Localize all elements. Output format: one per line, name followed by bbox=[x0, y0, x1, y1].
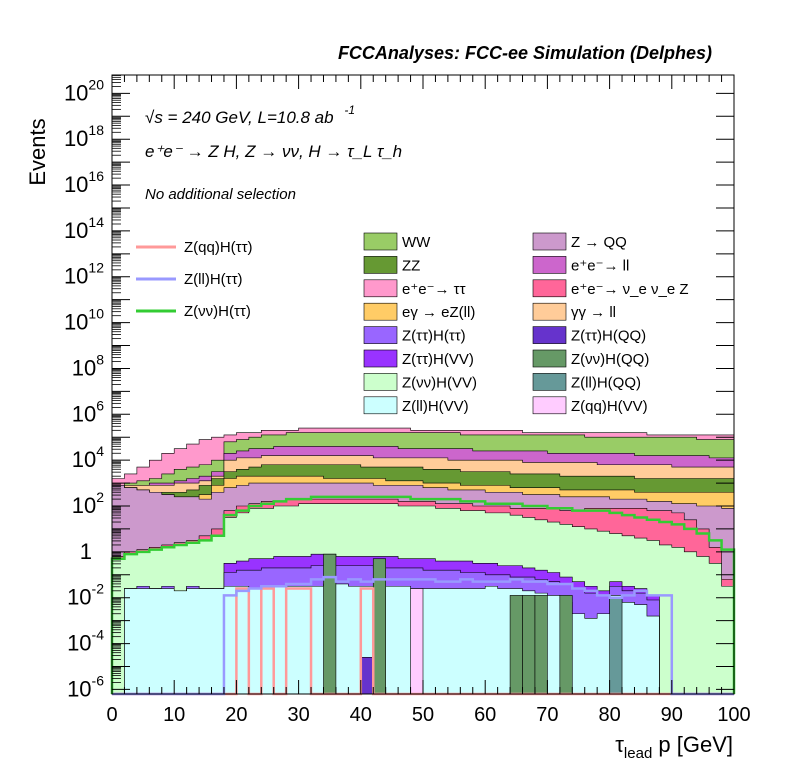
y-tick-label: 10-6 bbox=[67, 672, 104, 701]
legend-swatch bbox=[532, 232, 567, 251]
signal-bar-0 bbox=[323, 553, 337, 695]
signal-bar-2 bbox=[410, 588, 424, 695]
legend-label: Z(ττ)H(ττ) bbox=[402, 328, 466, 345]
signal-bar-4 bbox=[522, 595, 536, 695]
legend-swatch bbox=[363, 349, 398, 368]
legend-label: e⁺e⁻→ ll bbox=[571, 257, 629, 274]
legend-label: γγ → ll bbox=[571, 304, 616, 321]
y-tick-label: 104 bbox=[72, 443, 104, 472]
legend-swatch bbox=[363, 326, 398, 344]
legend-label: Z(νν)H(VV) bbox=[402, 374, 477, 391]
signal-bar-6 bbox=[559, 595, 573, 695]
legend-label: Z(νν)H(QQ) bbox=[571, 351, 649, 368]
energy-exponent: -1 bbox=[344, 103, 355, 117]
x-axis-label: τlead p [GeV] bbox=[615, 732, 733, 762]
x-tick-label: 20 bbox=[225, 704, 247, 726]
y-tick-label: 102 bbox=[72, 489, 104, 518]
legend-swatch bbox=[532, 256, 567, 274]
legend-swatch bbox=[363, 279, 398, 298]
x-tick-label: 70 bbox=[536, 704, 558, 726]
signal-bar-5 bbox=[534, 595, 548, 695]
x-tick-label: 30 bbox=[287, 704, 309, 726]
process-annotation: e⁺e⁻ → Z H, Z → νν, H → τ_L τ_h bbox=[145, 142, 402, 161]
legend-swatch bbox=[363, 232, 398, 251]
y-tick-label: 1018 bbox=[64, 122, 104, 151]
chart-title: FCCAnalyses: FCC-ee Simulation (Delphes) bbox=[338, 43, 712, 63]
y-tick-label: 10-2 bbox=[67, 581, 104, 610]
legend-label: Z(ll)H(VV) bbox=[402, 398, 469, 415]
energy-annotation: √s = 240 GeV, L=10.8 ab -1 bbox=[145, 103, 355, 127]
legend: Z(qq)H(ττ) Z(ll)H(ττ) Z(νν)H(ττ) WW ZZ e⁺e⁻→ … bbox=[136, 232, 689, 415]
signal-bar-3 bbox=[509, 595, 523, 695]
legend-label: ZZ bbox=[402, 257, 420, 274]
legend-line-label: Z(ll)H(ττ) bbox=[184, 271, 243, 288]
legend-swatch bbox=[363, 396, 398, 415]
legend-swatch bbox=[363, 256, 398, 274]
legend-label: eγ → eZ(ll) bbox=[402, 304, 475, 321]
legend-swatch bbox=[532, 373, 567, 391]
legend-swatch bbox=[532, 396, 567, 415]
legend-label: Z(qq)H(VV) bbox=[571, 398, 648, 415]
x-axis-label-text: τlead p [GeV] bbox=[615, 732, 733, 762]
y-tick-label: 1016 bbox=[64, 168, 104, 197]
legend-swatch bbox=[363, 302, 398, 321]
legend-line-label: Z(νν)H(ττ) bbox=[184, 303, 251, 320]
x-tick-label: 60 bbox=[474, 704, 496, 726]
legend-label: Z → QQ bbox=[571, 234, 627, 251]
x-tick-label: 10 bbox=[163, 704, 185, 726]
legend-label: Z(ττ)H(QQ) bbox=[571, 328, 646, 345]
legend-swatch bbox=[363, 373, 398, 391]
legend-label: Z(ττ)H(VV) bbox=[402, 351, 474, 368]
line-z-h- bbox=[110, 495, 736, 694]
x-tick-label: 40 bbox=[350, 704, 372, 726]
legend-swatch bbox=[532, 349, 567, 368]
y-tick-label: 106 bbox=[72, 397, 104, 426]
y-tick-label: 1 bbox=[80, 539, 92, 564]
x-tick-label: 100 bbox=[717, 704, 750, 726]
x-tick-label: 80 bbox=[598, 704, 620, 726]
y-axis: 1020 1018 1016 1014 1012 1010 108 106 104 102 1 10-… bbox=[64, 75, 734, 701]
y-tick-label: 1010 bbox=[64, 306, 104, 335]
y-tick-label: 10-4 bbox=[67, 627, 104, 656]
legend-line-label: Z(qq)H(ττ) bbox=[184, 239, 253, 256]
y-tick-label: 108 bbox=[72, 351, 104, 380]
legend-label: e⁺e⁻→ ττ bbox=[402, 281, 466, 298]
line-z-ll-h- bbox=[112, 575, 734, 696]
legend-label: e⁺e⁻→ ν_e ν_e Z bbox=[571, 281, 689, 298]
legend-swatch bbox=[532, 326, 567, 344]
x-tick-label: 90 bbox=[661, 704, 683, 726]
legend-label: WW bbox=[402, 234, 431, 251]
y-tick-label: 1012 bbox=[64, 260, 104, 289]
y-tick-label: 1020 bbox=[64, 76, 104, 105]
signal-bar-8 bbox=[609, 597, 623, 695]
x-tick-label: 0 bbox=[106, 704, 117, 726]
signal-bar-7 bbox=[360, 657, 374, 695]
energy-text: √s = 240 GeV, L=10.8 ab bbox=[145, 108, 334, 127]
y-axis-label: Events bbox=[25, 118, 50, 185]
x-tick-label: 50 bbox=[412, 704, 434, 726]
legend-swatch bbox=[532, 302, 567, 321]
legend-label: Z(ll)H(QQ) bbox=[571, 374, 641, 391]
selection-annotation: No additional selection bbox=[145, 186, 296, 203]
legend-swatch bbox=[532, 279, 567, 298]
y-tick-label: 1014 bbox=[64, 214, 104, 243]
x-axis: 0 10 20 30 40 50 60 70 80 90 100 bbox=[106, 75, 751, 726]
